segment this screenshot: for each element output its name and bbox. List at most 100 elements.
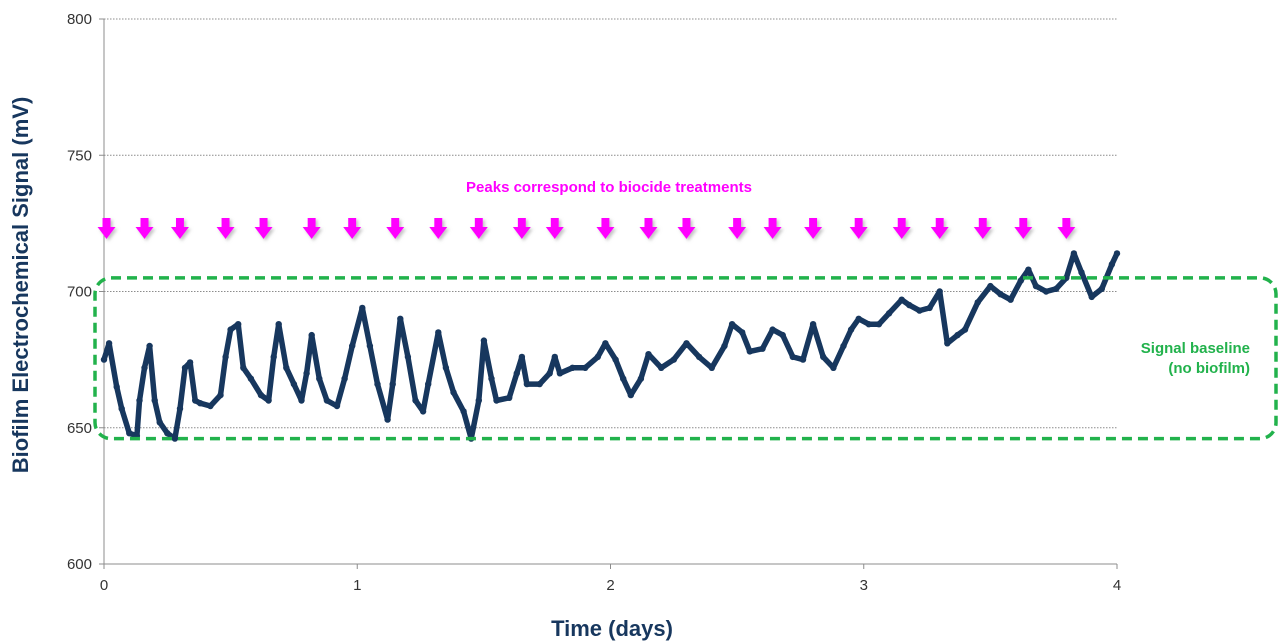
data-point — [875, 321, 883, 328]
series-points — [100, 250, 1121, 442]
data-point — [283, 364, 290, 371]
data-point — [637, 375, 645, 382]
data-point — [480, 337, 488, 344]
y-tick-label: 700 — [67, 284, 92, 301]
peaks-annotation: Peaks correspond to biocide treatments — [466, 179, 752, 196]
data-point — [460, 408, 467, 415]
down-arrow-icon — [216, 218, 235, 239]
data-point — [493, 397, 500, 404]
baseline-region — [93, 276, 1278, 441]
data-point — [987, 282, 994, 290]
data-point — [389, 380, 396, 388]
data-point — [176, 405, 184, 412]
data-point — [247, 375, 255, 382]
data-point — [627, 391, 634, 399]
tick-labels: 600 650 700 750 800 0 1 2 3 4 — [67, 11, 1121, 594]
data-point — [475, 397, 482, 404]
data-point — [865, 321, 872, 328]
y-tick-label: 650 — [67, 420, 92, 437]
down-arrow-icon — [1014, 218, 1033, 239]
down-arrow-icon — [728, 218, 747, 239]
down-arrow-icon — [545, 218, 564, 239]
data-point — [936, 288, 943, 295]
down-arrow-icon — [469, 218, 488, 239]
data-point — [1053, 285, 1060, 292]
data-point — [906, 301, 913, 309]
data-point — [546, 370, 553, 377]
data-point — [197, 400, 204, 407]
data-point — [374, 380, 381, 388]
data-point — [366, 342, 374, 350]
down-arrow-icon — [429, 218, 448, 239]
data-point — [384, 416, 391, 423]
down-arrow-icon — [804, 218, 823, 239]
data-point — [670, 356, 677, 363]
down-arrow-icon — [512, 218, 531, 239]
data-point — [192, 397, 199, 404]
data-point — [257, 391, 265, 399]
x-tick-label: 3 — [860, 577, 868, 594]
data-point — [506, 394, 513, 401]
data-point — [997, 291, 1004, 298]
data-point — [275, 321, 282, 328]
data-point — [265, 397, 272, 404]
data-point — [349, 342, 356, 350]
data-point — [323, 397, 331, 404]
data-point — [898, 296, 905, 303]
gridlines — [104, 18, 1117, 429]
data-point — [270, 353, 277, 361]
data-point — [118, 405, 125, 412]
baseline-annotation-line1: Signal baseline — [1141, 340, 1250, 357]
data-point — [582, 364, 589, 371]
data-point — [113, 383, 120, 391]
data-point — [136, 397, 143, 404]
data-point — [556, 370, 564, 377]
down-arrow-icon — [677, 218, 696, 239]
baseline-annotation-line2: (no biofilm) — [1168, 360, 1250, 377]
data-point — [488, 375, 495, 382]
data-point — [683, 340, 690, 347]
data-point — [789, 353, 796, 361]
data-point — [916, 307, 923, 314]
data-point — [419, 408, 427, 415]
data-point — [645, 351, 652, 358]
data-point — [799, 356, 807, 363]
x-tick-label: 4 — [1113, 577, 1121, 594]
data-point — [1025, 266, 1032, 273]
data-point — [316, 375, 323, 382]
data-point — [820, 353, 827, 361]
data-point — [146, 342, 153, 350]
axes — [99, 18, 1118, 569]
data-point — [151, 397, 158, 404]
data-point — [164, 430, 171, 437]
data-point — [1113, 250, 1121, 257]
data-point — [442, 364, 450, 371]
down-arrow-icon — [973, 218, 992, 239]
x-axis-title: Time (days) — [551, 616, 673, 641]
down-arrow-icon — [763, 218, 782, 239]
data-point — [217, 391, 224, 399]
down-arrow-icon — [343, 218, 362, 239]
data-point — [721, 342, 728, 350]
data-point — [105, 340, 113, 347]
data-point — [695, 353, 703, 361]
data-point — [847, 326, 855, 333]
data-point — [746, 348, 753, 355]
data-point — [855, 315, 862, 322]
data-point — [171, 435, 179, 442]
data-point — [1108, 261, 1116, 268]
data-point — [359, 304, 366, 312]
data-point — [602, 340, 609, 347]
data-point — [513, 370, 520, 377]
data-point — [240, 364, 247, 371]
data-point — [518, 353, 526, 361]
down-arrow-icon — [170, 218, 189, 239]
data-point — [536, 380, 543, 388]
data-point — [141, 364, 148, 371]
data-point — [620, 375, 627, 382]
data-point — [1042, 288, 1050, 295]
down-arrow-icon — [930, 218, 949, 239]
data-point — [298, 397, 305, 404]
data-point — [222, 353, 229, 361]
